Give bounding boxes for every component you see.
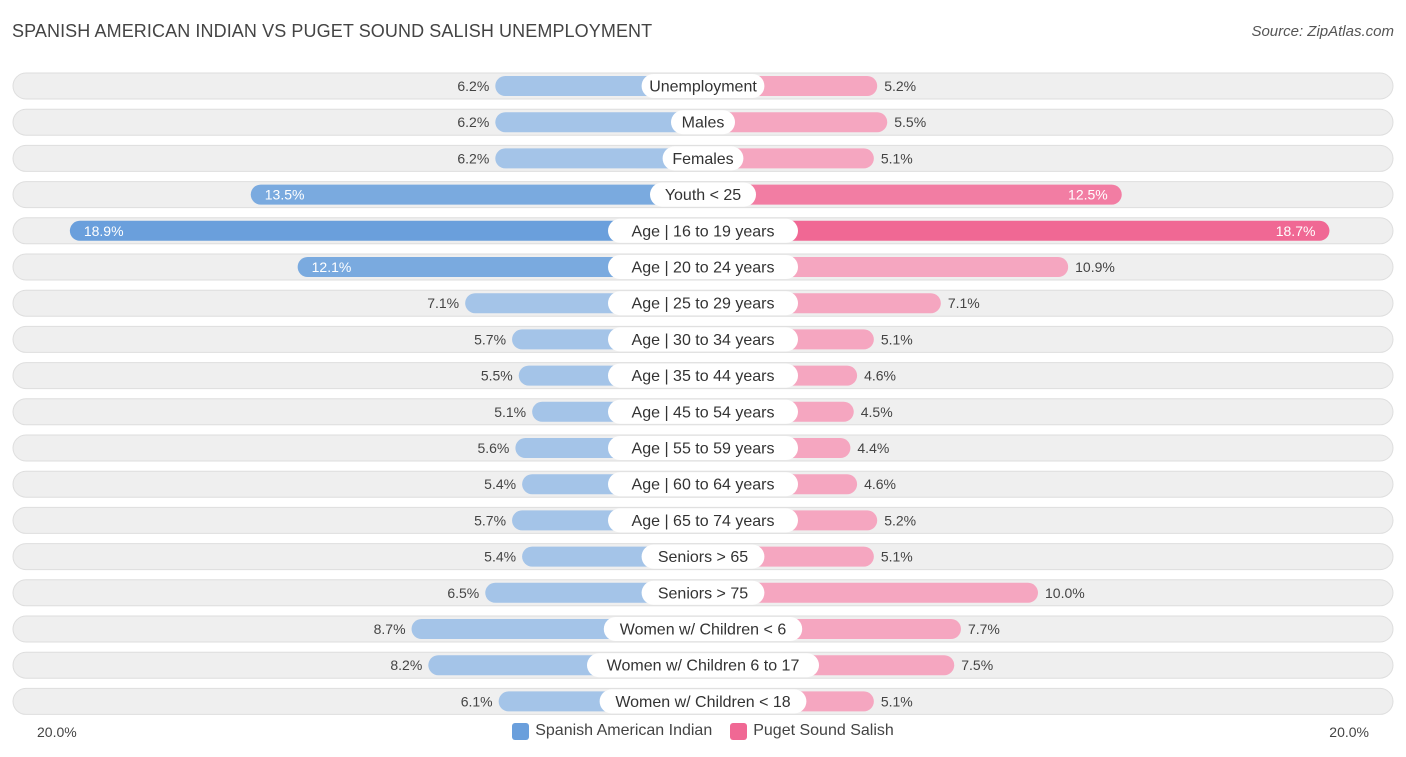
legend: Spanish American Indian Puget Sound Sali… [0,722,1406,740]
value-label-right: 5.1% [881,331,913,347]
value-label-right: 18.7% [1276,223,1316,239]
value-label-left: 18.9% [84,223,124,239]
category-label: Age | 55 to 59 years [632,441,775,458]
category-pill [608,327,798,352]
value-label-right: 5.1% [881,150,913,166]
value-label-right: 10.9% [1075,259,1115,275]
bar-left [250,184,703,205]
value-label-left: 6.5% [447,585,479,601]
value-label-left: 5.1% [494,404,526,420]
value-label-left: 5.7% [474,331,506,347]
value-label-right: 10.0% [1045,585,1085,601]
category-pill [608,218,798,243]
value-label-left: 8.7% [374,621,406,637]
category-pill [608,363,798,388]
category-label: Unemployment [649,79,757,96]
category-label: Age | 16 to 19 years [632,223,775,240]
category-label: Males [682,115,725,132]
value-label-left: 5.5% [481,368,513,384]
value-label-left: 5.4% [484,476,516,492]
category-label: Seniors > 75 [658,585,748,602]
category-label: Women w/ Children 6 to 17 [607,658,800,675]
bar-left [69,220,704,241]
value-label-right: 7.7% [968,621,1000,637]
legend-swatch-right [730,722,748,740]
legend-label-right: Puget Sound Salish [753,722,894,739]
value-label-right: 7.5% [961,657,993,673]
category-pill [641,74,765,98]
value-label-left: 7.1% [427,295,459,311]
axis-right-label: 20.0% [1329,724,1369,740]
category-label: Youth < 25 [665,187,741,204]
value-label-right: 7.1% [948,295,980,311]
bar-right [703,112,888,133]
category-pill [587,653,819,678]
category-label: Age | 20 to 24 years [632,260,775,277]
value-label-left: 5.7% [474,512,506,528]
category-label: Age | 65 to 74 years [632,513,775,530]
category-label: Age | 45 to 54 years [632,404,775,421]
bar-right [703,220,1330,241]
bar-right [703,582,1038,603]
value-label-right: 4.6% [864,476,896,492]
category-label: Women w/ Children < 18 [615,694,790,711]
legend-item-puget-sound-salish[interactable]: Puget Sound Salish [730,722,894,740]
category-pill [608,436,798,460]
bar-right [703,184,1122,205]
value-label-right: 5.1% [881,549,913,565]
category-pill [608,472,798,497]
value-label-right: 12.5% [1068,187,1108,203]
bar-left [495,148,703,169]
category-pill [608,291,798,316]
chart-area: 6.2% 5.2% Unemployment 6.2% 5.5% Males 6.2% 5.1… [12,72,1394,715]
bar-left [495,112,703,133]
value-label-right: 5.2% [884,78,916,94]
value-label-left: 8.2% [390,657,422,673]
category-label: Women w/ Children < 6 [620,622,787,639]
value-label-left: 6.2% [457,78,489,94]
value-label-left: 13.5% [265,187,305,203]
category-pill [608,399,798,424]
category-label: Age | 60 to 64 years [632,477,775,494]
value-label-right: 4.4% [857,440,889,456]
value-label-left: 6.1% [461,693,493,709]
legend-swatch-left [512,722,530,740]
value-label-right: 5.2% [884,512,916,528]
category-label: Females [672,151,733,168]
value-label-left: 6.2% [457,150,489,166]
legend-item-spanish-american-indian[interactable]: Spanish American Indian [512,722,712,740]
category-label: Age | 30 to 34 years [632,332,775,349]
category-pill [641,580,765,605]
category-pill [599,689,807,714]
value-label-right: 5.5% [894,114,926,130]
category-pill [662,146,744,171]
legend-label-left: Spanish American Indian [535,722,713,739]
category-label: Age | 35 to 44 years [632,368,775,385]
value-label-left: 5.4% [484,549,516,565]
value-label-left: 12.1% [312,259,352,275]
category-label: Age | 25 to 29 years [632,296,775,313]
bar-right [703,148,874,169]
bar-left [297,257,703,277]
value-label-left: 6.2% [457,114,489,130]
chart-title: SPANISH AMERICAN INDIAN VS PUGET SOUND S… [12,21,653,41]
value-label-right: 4.5% [861,404,893,420]
category-pill [641,544,765,569]
value-label-right: 4.6% [864,368,896,384]
category-pill [603,617,803,641]
category-pill [671,110,735,135]
axis-left-label: 20.0% [37,724,77,740]
category-pill [608,508,798,533]
value-label-left: 5.6% [477,440,509,456]
category-pill [608,255,798,279]
value-label-right: 5.1% [881,693,913,709]
category-pill [650,182,756,207]
category-label: Seniors > 65 [658,549,748,566]
chart-source: Source: ZipAtlas.com [1251,23,1394,40]
